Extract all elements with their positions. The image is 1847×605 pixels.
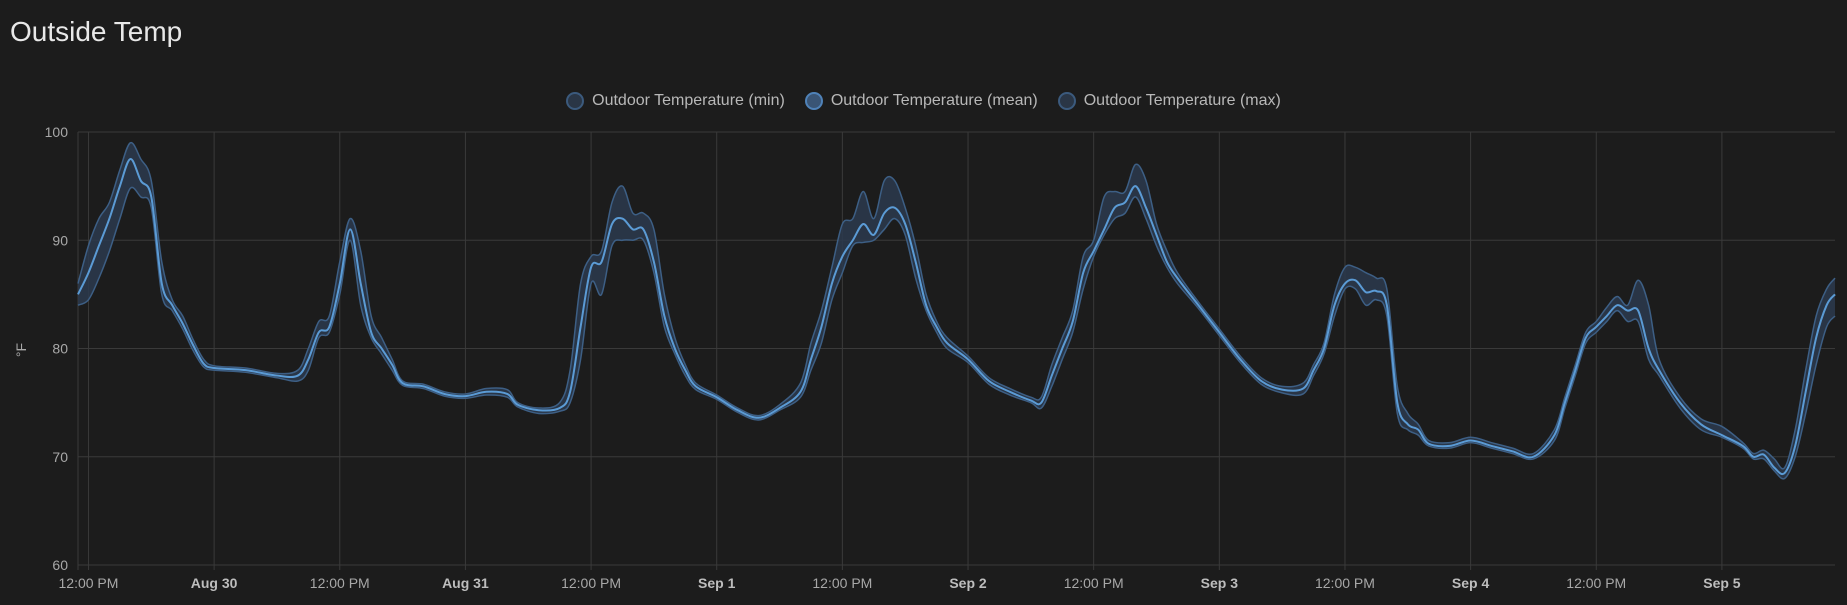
x-tick-label: Sep 5 [1703, 575, 1741, 591]
x-tick-label: Sep 2 [949, 575, 987, 591]
legend-item-min[interactable]: Outdoor Temperature (min) [566, 92, 785, 110]
min-max-band [78, 142, 1835, 479]
legend-label-min: Outdoor Temperature (min) [592, 92, 785, 109]
x-tick-label: 12:00 PM [812, 575, 872, 591]
y-axis-unit: °F [13, 343, 29, 357]
x-tick-label: Sep 3 [1201, 575, 1239, 591]
x-tick-label: 12:00 PM [310, 575, 370, 591]
legend-swatch-min [566, 92, 585, 110]
legend-label-mean: Outdoor Temperature (mean) [830, 92, 1038, 109]
x-tick-label: Aug 31 [442, 575, 489, 591]
x-tick-label: 12:00 PM [59, 575, 119, 591]
x-tick-label: Aug 30 [191, 575, 238, 591]
series-line-max [77, 141, 1836, 470]
legend-swatch-mean [804, 92, 823, 110]
x-tick-label: 12:00 PM [561, 575, 621, 591]
y-tick-label: 60 [52, 557, 68, 573]
y-tick-label: 80 [52, 341, 68, 357]
legend-item-max[interactable]: Outdoor Temperature (max) [1057, 92, 1281, 110]
series-line-min [77, 186, 1836, 480]
axes: 60 70 80 90 100 12:00 PM Aug 30 12:00 PM Aug 31 1… [45, 124, 1741, 591]
x-tick-label: 12:00 PM [1566, 575, 1626, 591]
x-tick-label: Sep 1 [698, 575, 736, 591]
legend-swatch-max [1057, 92, 1076, 110]
series [77, 141, 1836, 480]
x-tick-label: 12:00 PM [1315, 575, 1375, 591]
y-tick-label: 100 [45, 124, 69, 140]
y-tick-label: 90 [52, 232, 68, 248]
chart-legend: Outdoor Temperature (min) Outdoor Temper… [0, 92, 1847, 110]
legend-label-max: Outdoor Temperature (max) [1083, 92, 1281, 109]
x-tick-label: 12:00 PM [1064, 575, 1124, 591]
x-tick-label: Sep 4 [1452, 575, 1490, 591]
series-line-mean [77, 158, 1836, 476]
card-title: Outside Temp [10, 16, 183, 47]
legend-item-mean[interactable]: Outdoor Temperature (mean) [804, 92, 1038, 110]
grid [77, 131, 1835, 570]
y-tick-label: 70 [52, 449, 68, 465]
